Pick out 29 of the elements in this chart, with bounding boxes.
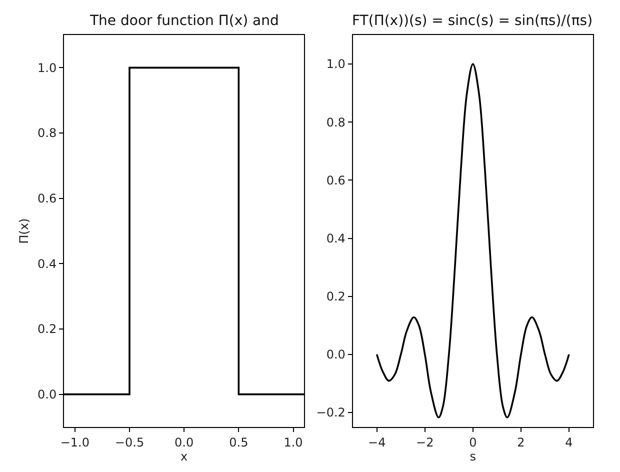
chart-title: The door function Π(x) and (89, 13, 279, 29)
x-axis-title: s (470, 449, 476, 464)
chart-title: FT(Π(x))(s) = sinc(s) = sin(πs)/(πs) (352, 13, 593, 29)
line-series (376, 63, 570, 418)
y-tick-label: 1.0 (38, 60, 57, 75)
y-tick-label: 0.2 (38, 322, 57, 336)
y-tick-label: 0.8 (38, 126, 57, 140)
y-tick-label: 0.6 (38, 192, 57, 206)
y-tick-label: 0.4 (326, 231, 346, 246)
y-tick-label: 0.6 (326, 173, 346, 188)
y-axis-title: Π(x) (16, 218, 31, 244)
x-tick-label: 4 (565, 435, 573, 450)
y-tick-label: 0.8 (326, 115, 346, 130)
x-tick-label: −1.0 (60, 435, 90, 450)
x-tick-label: 1.0 (284, 435, 303, 450)
y-tick-label: 0.4 (38, 256, 57, 271)
x-tick-label: 0.0 (174, 435, 194, 450)
y-tick-label: −0.2 (316, 406, 346, 420)
x-tick-label: −0.5 (114, 435, 144, 450)
y-tick-label: 0.0 (38, 388, 57, 402)
x-tick-label: −4 (368, 435, 386, 450)
x-tick-label: 2 (517, 435, 525, 450)
y-tick-label: 0.0 (326, 348, 346, 362)
y-tick-label: 0.2 (326, 290, 346, 304)
x-tick-label: 0 (469, 435, 477, 450)
x-axis-title: x (180, 449, 188, 464)
x-tick-label: 0.5 (229, 435, 248, 450)
x-tick-label: −2 (416, 435, 434, 450)
y-tick-label: 1.0 (326, 57, 346, 72)
